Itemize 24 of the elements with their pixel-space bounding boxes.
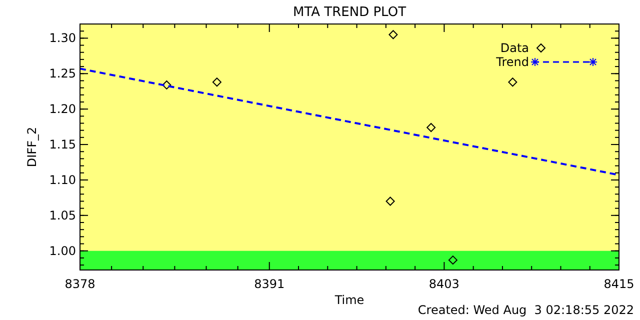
point xyxy=(212,78,222,87)
y-tick-label: 1.00 xyxy=(49,244,76,258)
y-tick-label: 1.15 xyxy=(49,138,76,152)
point xyxy=(162,80,172,90)
y-tick-label: 1.25 xyxy=(49,66,76,81)
text: Created: Wed Aug 3 02:18:55 2022 xyxy=(418,303,634,317)
legend-label: Data xyxy=(500,41,529,55)
y-tick-label: 1.30 xyxy=(49,31,76,46)
y-tick-label: 1.05 xyxy=(49,208,76,222)
x-tick-label: 8415 xyxy=(604,277,634,291)
y-tick-label: 1.20 xyxy=(49,102,76,116)
x-tick-label: 8391 xyxy=(254,277,285,291)
y-tick-label: 1.10 xyxy=(49,172,76,187)
chart-title: MTA TREND PLOT xyxy=(292,5,406,20)
legend-label: Trend xyxy=(495,55,529,69)
point xyxy=(508,78,518,87)
y-axis-title: DIFF_2 xyxy=(25,126,39,168)
point xyxy=(388,30,398,40)
x-tick-label: 8403 xyxy=(428,277,460,291)
point xyxy=(426,123,436,132)
point xyxy=(448,256,458,265)
point xyxy=(386,196,395,206)
x-axis-title: Time xyxy=(334,293,364,307)
x-tick-label: 8378 xyxy=(64,277,96,291)
